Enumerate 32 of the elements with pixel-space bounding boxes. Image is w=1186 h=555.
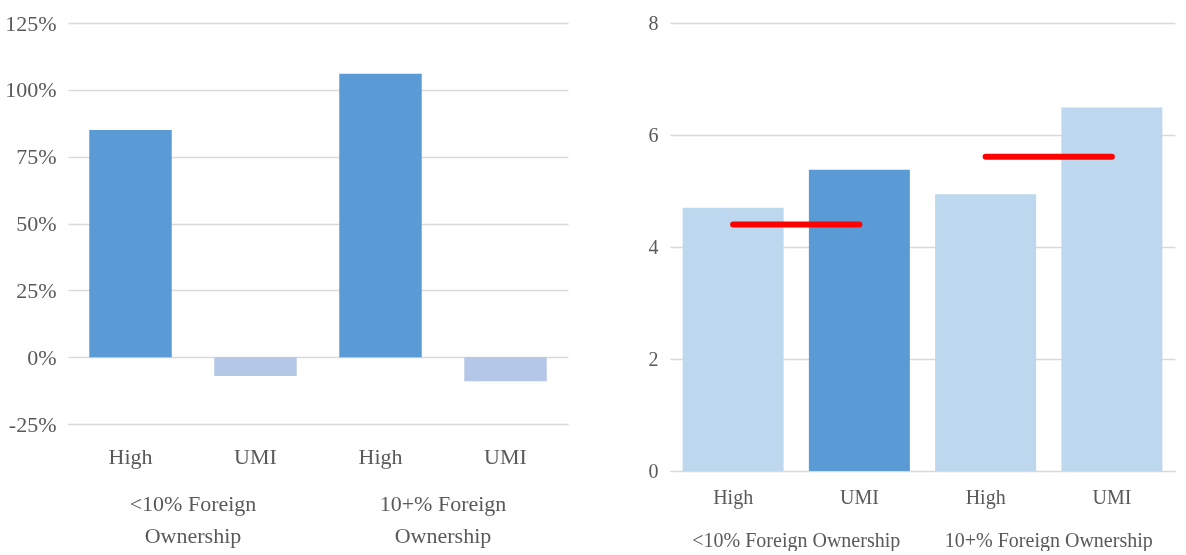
y-tick-label: 0% xyxy=(27,344,57,370)
y-tick-label: 25% xyxy=(16,277,57,303)
text: <10% Foreign Ownership xyxy=(129,491,257,548)
y-tick-label: 0 xyxy=(648,459,659,482)
y-tick-label: -25% xyxy=(8,411,57,437)
bar xyxy=(89,129,172,358)
y-tick-label: 100% xyxy=(5,77,57,103)
y-tick-label: 75% xyxy=(16,144,57,170)
y-tick-label: 4 xyxy=(648,235,659,258)
x-tick-label: UMI xyxy=(234,443,277,469)
y-tick-label: 125% xyxy=(5,10,57,36)
text: 10+% Foreign Ownership xyxy=(379,491,507,548)
x-tick-label: High xyxy=(965,485,1006,509)
x-tick-label: High xyxy=(358,443,403,469)
y-tick-label: 2 xyxy=(648,347,659,370)
y-tick-label: 6 xyxy=(648,123,659,146)
x-tick-label: High xyxy=(713,485,754,509)
x-tick-label: UMI xyxy=(839,485,879,508)
bar xyxy=(682,207,784,471)
x-tick-label: High xyxy=(108,443,153,469)
text: 10+% Foreign Ownership xyxy=(944,529,1153,552)
bar xyxy=(339,73,422,358)
text: <10% Foreign Ownership xyxy=(692,529,901,552)
bar xyxy=(214,357,297,376)
y-tick-label: 50% xyxy=(16,211,57,236)
bar xyxy=(808,169,910,471)
y-tick-label: 8 xyxy=(648,11,659,34)
bar xyxy=(464,357,547,382)
x-tick-label: UMI xyxy=(1092,485,1132,508)
bar xyxy=(935,194,1037,471)
x-tick-label: UMI xyxy=(484,443,527,469)
bar xyxy=(1061,107,1163,471)
